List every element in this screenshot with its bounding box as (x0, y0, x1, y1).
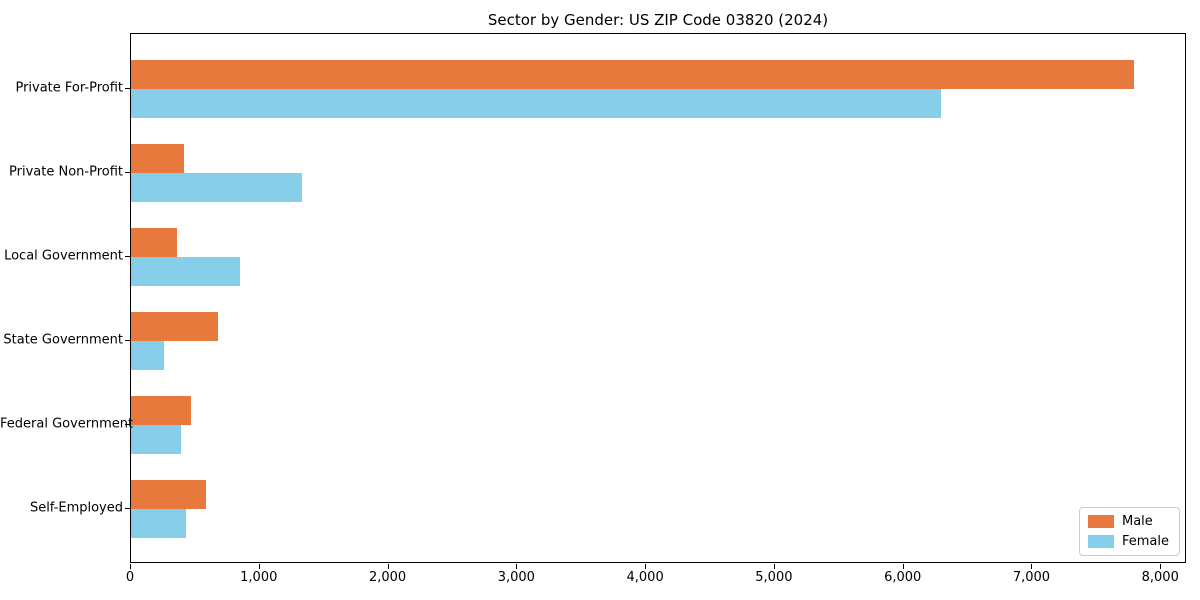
legend-swatch-male (1087, 515, 1114, 528)
x-tick-label-3000: 3,000 (497, 570, 535, 585)
legend-entry-male: Male (1087, 514, 1169, 529)
legend-swatch-female (1087, 535, 1114, 548)
bar-female-private-for-profit (131, 89, 941, 118)
y-tick-mark (125, 340, 130, 341)
bar-female-local-government (131, 257, 241, 286)
bar-male-local-government (131, 228, 178, 257)
bar-male-private-non-profit (131, 144, 184, 173)
bar-female-federal-government (131, 425, 182, 454)
y-tick-label-federal-government: Federal Government (0, 416, 134, 432)
y-tick-mark (125, 424, 130, 425)
x-tick-label-1000: 1,000 (240, 570, 278, 585)
chart-title: Sector by Gender: US ZIP Code 03820 (202… (487, 11, 829, 29)
bar-male-federal-government (131, 396, 192, 425)
bar-female-state-government (131, 341, 165, 370)
y-tick-mark (125, 88, 130, 89)
y-tick-mark (125, 256, 130, 257)
plot-area: Male Female (130, 33, 1186, 563)
y-tick-mark (125, 508, 130, 509)
x-tick-mark (645, 564, 647, 569)
x-tick-mark (516, 564, 518, 569)
bar-female-private-non-profit (131, 173, 302, 202)
y-tick-label-self-employed: Self-Employed (29, 500, 123, 516)
x-tick-label-6000: 6,000 (884, 570, 922, 585)
y-tick-label-private-non-profit: Private Non-Profit (9, 164, 123, 180)
x-tick-mark (1160, 564, 1162, 569)
x-tick-mark (902, 564, 904, 569)
x-tick-mark (1031, 564, 1033, 569)
x-tick-mark (130, 564, 131, 569)
legend: Male Female (1078, 507, 1180, 556)
x-tick-label-5000: 5,000 (755, 570, 793, 585)
x-tick-mark (387, 564, 389, 569)
legend-label-male: Male (1121, 514, 1153, 529)
legend-label-female: Female (1121, 534, 1169, 549)
y-tick-label-state-government: State Government (3, 332, 123, 348)
x-tick-mark (258, 564, 260, 569)
legend-entry-female: Female (1087, 534, 1169, 549)
y-tick-label-private-for-profit: Private For-Profit (15, 80, 123, 96)
bar-male-private-for-profit (131, 60, 1134, 89)
y-tick-label-local-government: Local Government (4, 248, 123, 264)
x-tick-label-4000: 4,000 (626, 570, 664, 585)
x-tick-label-7000: 7,000 (1012, 570, 1051, 585)
x-tick-label-2000: 2,000 (368, 570, 407, 585)
x-tick-label-0: 0 (125, 570, 135, 585)
bar-female-self-employed (131, 509, 187, 538)
y-tick-mark (125, 172, 130, 173)
bar-male-self-employed (131, 480, 206, 509)
x-tick-label-8000: 8,000 (1141, 570, 1179, 585)
bar-male-state-government (131, 312, 219, 341)
x-tick-mark (773, 564, 775, 569)
